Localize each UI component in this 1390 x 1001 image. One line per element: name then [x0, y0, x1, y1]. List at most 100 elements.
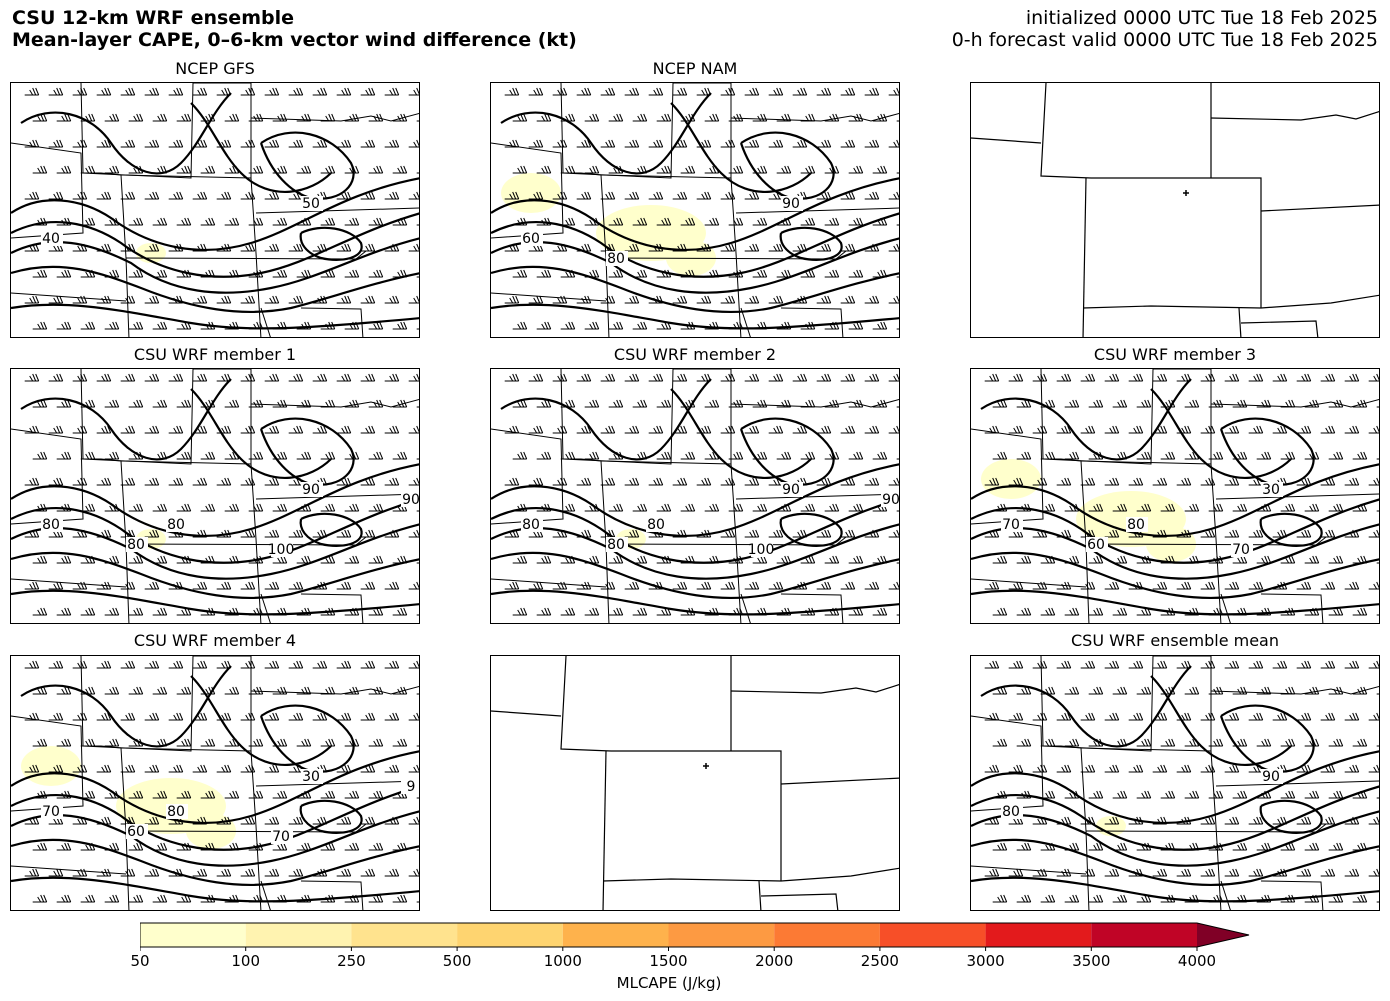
wind-barb-icon	[1104, 764, 1120, 773]
wind-barb-icon	[576, 581, 592, 590]
wind-barb-icon	[224, 503, 240, 512]
wind-barb-icon	[864, 139, 880, 148]
state-border	[971, 137, 1042, 144]
wind-barb-icon	[1352, 607, 1368, 616]
wind-barb-icon	[368, 399, 384, 408]
wind-barb-icon	[248, 503, 264, 512]
wind-barb-icon	[128, 555, 144, 564]
wind-barb-icon	[1296, 868, 1312, 877]
wind-barb-icon	[144, 295, 160, 304]
wind-difference-contour	[491, 498, 899, 564]
colorbar-tick-label: 100	[231, 952, 261, 970]
wind-barb-icon	[248, 686, 264, 695]
wind-barb-icon	[128, 321, 144, 330]
wind-barb-icon	[560, 607, 576, 616]
wind-barb-icon	[536, 165, 552, 174]
wind-barb-icon	[176, 217, 192, 226]
wind-barb-icon	[800, 269, 816, 278]
wind-barb-icon	[1328, 451, 1344, 460]
wind-difference-contour	[11, 750, 419, 824]
state-border	[11, 292, 127, 302]
wind-barb-icon	[1352, 738, 1368, 747]
wind-barb-icon	[656, 503, 672, 512]
contour-label: 90	[402, 492, 420, 508]
wind-difference-contour	[11, 810, 419, 867]
wind-barb-icon	[896, 172, 899, 174]
wind-barb-icon	[1112, 555, 1128, 564]
wind-barb-icon	[104, 321, 120, 330]
wind-barb-icon	[48, 191, 64, 200]
wind-barb-icon	[320, 686, 336, 695]
wind-barb-icon	[336, 373, 352, 382]
wind-barb-icon	[552, 139, 568, 148]
wind-barb-icon	[1320, 529, 1336, 538]
state-border	[735, 493, 899, 500]
wind-barb-icon	[632, 503, 648, 512]
wind-barb-icon	[368, 555, 384, 564]
wind-barb-icon	[200, 217, 216, 226]
wind-barb-icon	[368, 321, 384, 330]
wind-barb-icon	[1136, 686, 1152, 695]
wind-barb-icon	[1344, 373, 1360, 382]
wind-barb-icon	[416, 328, 419, 330]
wind-barb-icon	[896, 328, 899, 330]
wind-barb-icon	[288, 581, 304, 590]
wind-barb-icon	[1200, 373, 1216, 382]
wind-barb-icon	[840, 581, 856, 590]
wind-difference-contour	[971, 551, 1379, 599]
init-time-label: initialized 0000 UTC Tue 18 Feb 2025	[1025, 7, 1378, 29]
wind-barb-icon	[72, 87, 88, 96]
wind-barb-icon	[344, 686, 360, 695]
wind-barb-icon	[896, 406, 899, 408]
wind-barb-icon	[392, 113, 408, 122]
state-border	[255, 207, 419, 214]
state-border	[491, 292, 607, 302]
map-canvas-5: 30 70 60 80 70	[971, 369, 1379, 623]
wind-barb-icon	[296, 165, 312, 174]
wind-barb-icon	[888, 191, 899, 200]
state-border	[1082, 294, 1379, 309]
wind-barb-icon	[1160, 451, 1176, 460]
wind-barb-icon	[416, 458, 419, 460]
wind-barb-icon	[120, 139, 136, 148]
wind-barb-icon	[264, 712, 280, 721]
wind-barb-icon	[120, 425, 136, 434]
wind-barb-icon	[1152, 373, 1168, 382]
wind-barb-icon	[768, 139, 784, 148]
wind-barb-icon	[1352, 399, 1368, 408]
wind-barb-icon	[152, 607, 168, 616]
wind-barb-icon	[32, 269, 48, 278]
wind-barb-icon	[216, 477, 232, 486]
wind-barb-icon	[360, 295, 376, 304]
wind-barb-icon	[1016, 399, 1032, 408]
wind-barb-icon	[408, 295, 419, 304]
wind-barb-icon	[800, 217, 816, 226]
wind-barb-icon	[1080, 712, 1096, 721]
wind-barb-icon	[288, 139, 304, 148]
wind-barb-icon	[144, 712, 160, 721]
wind-barb-icon	[1152, 660, 1168, 669]
wind-barb-icon	[504, 295, 520, 304]
wind-barb-icon	[624, 581, 640, 590]
wind-barb-icon	[408, 816, 419, 825]
wind-barb-icon	[344, 790, 360, 799]
wind-barb-icon	[1224, 764, 1240, 773]
map-canvas-4: 90 80 80 80 100 90	[491, 369, 899, 623]
wind-barb-icon	[1344, 581, 1360, 590]
wind-barb-icon	[800, 451, 816, 460]
wind-barb-icon	[1376, 458, 1379, 460]
wind-difference-contour	[1259, 512, 1323, 547]
wind-barb-icon	[1112, 503, 1128, 512]
state-border	[1080, 747, 1222, 910]
wind-barb-icon	[320, 269, 336, 278]
colorbar-segment	[457, 923, 563, 947]
state-border	[83, 458, 130, 623]
wind-barb-icon	[984, 373, 1000, 382]
wind-barb-icon	[384, 191, 400, 200]
wind-barb-icon	[128, 399, 144, 408]
wind-difference-contour	[20, 665, 232, 748]
wind-barb-icon	[264, 191, 280, 200]
wind-barb-icon	[776, 269, 792, 278]
wind-barb-icon	[528, 87, 544, 96]
state-border	[1210, 686, 1379, 695]
